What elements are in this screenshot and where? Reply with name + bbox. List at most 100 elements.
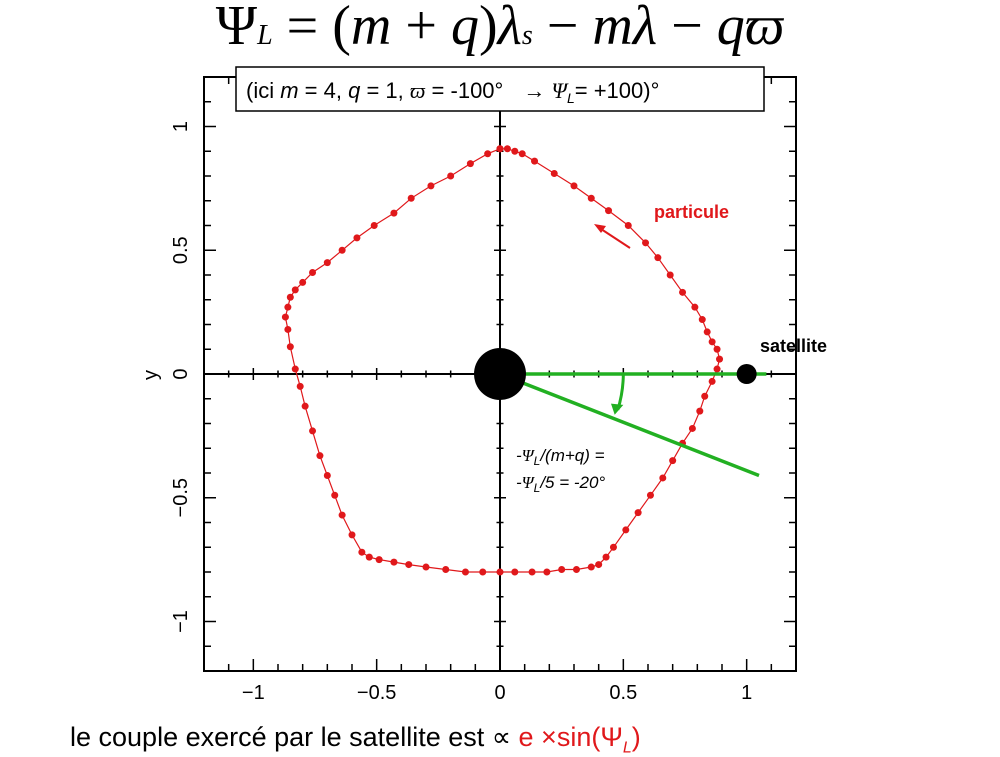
orbit-point: [348, 531, 356, 539]
caption-red-close: ): [631, 722, 641, 752]
orbit-point: [518, 150, 526, 158]
orbit-point: [558, 566, 566, 574]
orbit-point: [390, 558, 398, 566]
orbit-point: [496, 568, 504, 576]
orbit-point: [291, 365, 299, 373]
psi-symbol: Ψ: [215, 0, 258, 57]
orbit-point: [447, 172, 455, 180]
orbit-layer: [281, 145, 724, 576]
orbit-point: [708, 377, 716, 385]
orbit-point: [531, 157, 539, 165]
central-body: [474, 348, 526, 400]
orbit-point: [365, 553, 373, 561]
orbit-point: [609, 543, 617, 551]
orbit-point: [708, 338, 716, 346]
note-psi: Ψ: [551, 78, 569, 103]
orbit-point: [284, 303, 292, 311]
angle1-sub: L: [534, 454, 541, 468]
orbit-point: [642, 239, 650, 247]
orbit-point: [654, 254, 662, 262]
orbit-point: [696, 407, 704, 415]
orbit-point: [299, 278, 307, 286]
orbit-point: [572, 566, 580, 574]
orbit-point: [358, 548, 366, 556]
orbit-point: [703, 328, 711, 336]
note-text: (ici m = 4, q = 1, ϖ = -100° → ΨL= +100)°: [246, 78, 659, 106]
orbit-point: [375, 556, 383, 564]
orbit-point: [496, 145, 504, 153]
orbit-point: [286, 293, 294, 301]
note-psi-val: = +100)°: [575, 78, 660, 103]
orbit-point: [528, 568, 536, 576]
y-tick-label: 0.5: [170, 236, 192, 264]
orbit-point: [646, 491, 654, 499]
orbit-point: [587, 194, 595, 202]
angle2-psi: Ψ: [522, 473, 536, 492]
orbit-point: [659, 474, 667, 482]
note-m: m: [280, 78, 298, 103]
orbit-point: [422, 563, 430, 571]
orbit-point: [713, 345, 721, 353]
note-q-val: = 1,: [360, 78, 410, 103]
orbit-point: [338, 511, 346, 519]
orbit-point: [370, 222, 378, 229]
orbit-point: [511, 147, 519, 155]
angle-label-line2: -ΨL/5 = -20°: [516, 473, 605, 495]
y-tick-label: 1: [170, 121, 192, 132]
orbit-point: [301, 402, 309, 410]
note-q: q: [348, 78, 361, 103]
angle-line: [499, 372, 760, 478]
orbit-point: [698, 316, 706, 324]
orbit-point: [309, 427, 317, 435]
angle2-post: /5 = -20°: [539, 473, 605, 492]
y-tick-label: −1: [170, 610, 192, 633]
caption-red-text: e ×sin(Ψ: [518, 722, 623, 752]
angle1-pre: -: [516, 446, 522, 465]
satellite-marker: [736, 364, 757, 384]
note-psi-sub: L: [567, 90, 575, 106]
orbit-point: [427, 182, 435, 190]
orbit-point: [338, 246, 346, 254]
particle-label: particule: [654, 202, 729, 222]
note-box: [235, 66, 765, 112]
note-pre: (ici: [246, 78, 280, 103]
eq-minus1: −: [532, 0, 593, 57]
caption: le couple exercé par le satellite est ∝ …: [70, 722, 641, 757]
orbit-point: [688, 424, 696, 432]
orbit-point: [511, 568, 519, 576]
orbit-point: [587, 563, 595, 571]
equation-title: ΨL = (m + q)λs − mλ − qϖ: [0, 0, 1000, 64]
orbit-point: [390, 209, 398, 217]
x-tick-label: 0.5: [609, 682, 637, 704]
eq-m2: m: [592, 0, 633, 57]
y-tick-label: −0.5: [170, 478, 192, 517]
eq-plus: +: [391, 0, 451, 57]
x-tick-label: −1: [242, 682, 265, 704]
eq-minus2: −: [657, 0, 717, 57]
orbit-point: [602, 553, 610, 561]
orbit-point: [284, 325, 292, 333]
orbit-point: [484, 150, 492, 158]
note-m-val: = 4,: [299, 78, 349, 103]
y-axis-label: y: [140, 370, 162, 380]
caption-text: le couple exercé par le satellite est ∝: [70, 722, 519, 752]
orbit-point: [461, 568, 469, 576]
orbit-point: [634, 509, 642, 517]
x-tick-label: 1: [741, 682, 752, 704]
orbit-point: [309, 269, 317, 277]
angle-label-line1: -ΨL/(m+q) =: [516, 446, 605, 468]
angle1-post: /(m+q) =: [539, 446, 604, 465]
orbit-point: [669, 457, 677, 465]
x-tick-label: 0: [494, 682, 505, 704]
angle-arc-arrowhead: [611, 403, 624, 415]
orbit-point: [353, 234, 361, 242]
orbit-point: [666, 271, 674, 279]
eq-prefix: = (: [272, 0, 351, 57]
orbit-point: [713, 365, 721, 373]
orbit-point: [543, 568, 551, 576]
orbit-plot: −1 −0.5 0 0.5 1 −1 −0.5 0 0.5 1 (ici m = 4, q = 1…: [140, 66, 827, 704]
orbit-point: [570, 182, 578, 190]
orbit-point: [479, 568, 487, 576]
psi-subscript: L: [257, 20, 273, 51]
orbit-point: [624, 222, 632, 229]
